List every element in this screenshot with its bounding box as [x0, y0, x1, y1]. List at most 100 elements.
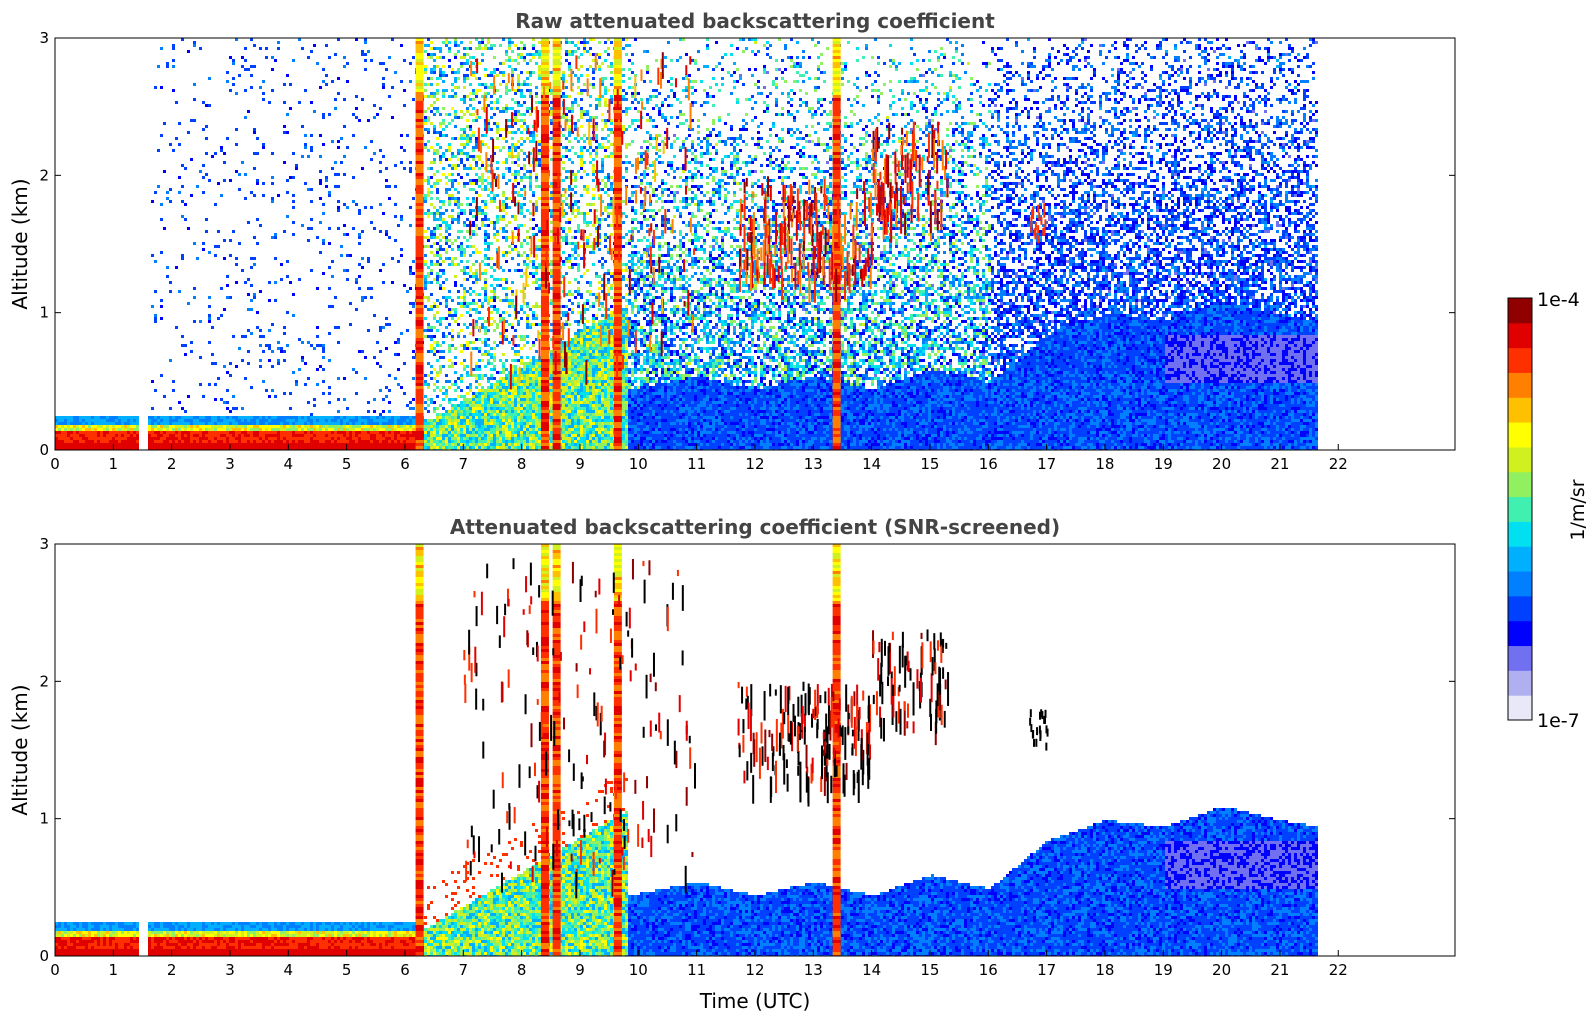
heat-cell: [124, 428, 127, 431]
heat-cell: [481, 389, 484, 392]
heat-cell: [490, 47, 493, 50]
heat-cell: [436, 197, 439, 200]
heat-cell: [499, 128, 502, 131]
heat-cell: [451, 434, 454, 437]
heat-cell: [88, 422, 91, 425]
heat-cell: [283, 440, 286, 443]
heat-cell: [502, 428, 505, 431]
heat-cell: [475, 380, 478, 383]
heat-cell: [493, 443, 496, 446]
heat-cell: [505, 287, 508, 290]
heat-cell: [502, 377, 505, 380]
heat-cell: [535, 422, 538, 425]
heat-cell: [430, 122, 433, 125]
heat-cell: [328, 191, 331, 194]
heat-cell: [481, 398, 484, 401]
heat-cell: [121, 434, 124, 437]
heat-cell: [262, 92, 265, 95]
heat-cell: [403, 440, 406, 443]
heat-cell: [454, 263, 457, 266]
heat-cell: [262, 143, 265, 146]
heat-cell: [535, 383, 538, 386]
heat-cell: [343, 224, 346, 227]
heat-cell: [244, 422, 247, 425]
heat-cell: [370, 422, 373, 425]
heat-cell: [190, 158, 193, 161]
heat-cell: [166, 266, 169, 269]
heat-cell: [472, 347, 475, 350]
heat-cell: [523, 377, 526, 380]
heat-cell: [436, 440, 439, 443]
heat-cell: [514, 227, 517, 230]
heat-cell: [439, 428, 442, 431]
heat-cell: [523, 443, 526, 446]
heat-cell: [529, 152, 532, 155]
heat-cell: [244, 437, 247, 440]
heat-cell: [508, 395, 511, 398]
heat-cell: [475, 431, 478, 434]
heat-cell: [121, 416, 124, 419]
heat-cell: [517, 335, 520, 338]
heat-cell: [232, 395, 235, 398]
heat-cell: [235, 170, 238, 173]
heat-cell: [469, 347, 472, 350]
heat-cell: [109, 431, 112, 434]
heat-cell: [532, 371, 535, 374]
heat-cell: [550, 236, 553, 239]
heat-cell: [472, 434, 475, 437]
heat-cell: [259, 440, 262, 443]
heat-cell: [256, 443, 259, 446]
heat-cell: [433, 71, 436, 74]
heat-cell: [454, 53, 457, 56]
heat-cell: [160, 443, 163, 446]
heat-cell: [538, 368, 541, 371]
heat-cell: [124, 440, 127, 443]
heat-cell: [475, 275, 478, 278]
heat-cell: [502, 137, 505, 140]
heat-cell: [502, 383, 505, 386]
heat-cell: [484, 269, 487, 272]
heat-cell: [520, 242, 523, 245]
heat-cell: [259, 335, 262, 338]
heat-cell: [367, 428, 370, 431]
heat-cell: [451, 68, 454, 71]
heat-cell: [298, 440, 301, 443]
heat-cell: [154, 437, 157, 440]
heat-cell: [457, 158, 460, 161]
heat-cell: [205, 437, 208, 440]
heat-cell: [454, 239, 457, 242]
heat-cell: [250, 446, 253, 449]
heat-cell: [451, 248, 454, 251]
heat-cell: [460, 389, 463, 392]
heat-cell: [511, 146, 514, 149]
heat-cell: [172, 431, 175, 434]
heat-cell: [496, 284, 499, 287]
heat-cell: [550, 287, 553, 290]
heat-cell: [118, 419, 121, 422]
heat-cell: [493, 44, 496, 47]
heat-cell: [241, 431, 244, 434]
heat-cell: [487, 329, 490, 332]
heat-cell: [232, 422, 235, 425]
heat-cell: [439, 413, 442, 416]
heat-cell: [397, 338, 400, 341]
heat-cell: [391, 416, 394, 419]
heat-cell: [469, 266, 472, 269]
heat-cell: [187, 422, 190, 425]
heat-cell: [262, 146, 265, 149]
heat-cell: [406, 404, 409, 407]
heat-cell: [448, 197, 451, 200]
heat-cell: [484, 425, 487, 428]
heat-cell: [100, 431, 103, 434]
heat-cell: [403, 104, 406, 107]
heat-cell: [406, 437, 409, 440]
heat-cell: [247, 425, 250, 428]
heat-cell: [529, 386, 532, 389]
heat-cell: [409, 437, 412, 440]
heat-cell: [184, 431, 187, 434]
heat-cell: [430, 53, 433, 56]
heat-cell: [472, 407, 475, 410]
heat-cell: [358, 209, 361, 212]
heat-cell: [550, 398, 553, 401]
heat-cell: [319, 221, 322, 224]
